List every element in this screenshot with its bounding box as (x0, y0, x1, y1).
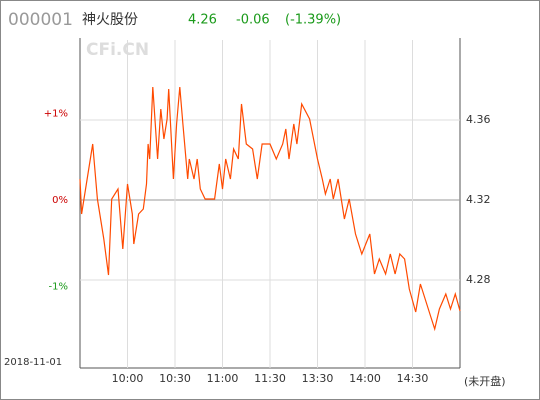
y2-tick-label: -1% (49, 281, 68, 292)
watermark: CFi.CN (86, 40, 149, 60)
x-tick-label: 14:30 (397, 372, 429, 385)
price-line (79, 86, 461, 332)
stock-code: 000001 (8, 10, 73, 30)
x-tick-label: 10:00 (112, 372, 144, 385)
stock-name: 神火股份 (82, 12, 138, 28)
change: -0.06 (236, 13, 270, 28)
change-pct: (-1.39%) (285, 13, 341, 28)
y-tick-label: 4.28 (466, 273, 491, 286)
x-tick-label: 14:00 (349, 372, 381, 385)
x-tick-label: 11:30 (254, 372, 286, 385)
x-tick-label: 13:30 (302, 372, 334, 385)
y2-tick-label: 0% (52, 195, 68, 206)
y2-tick-label: +1% (44, 109, 68, 120)
status: (未开盘) (464, 374, 506, 388)
x-tick-label: 10:30 (159, 372, 191, 385)
date: 2018-11-01 (4, 357, 62, 368)
y-tick-label: 4.32 (466, 193, 491, 206)
y-tick-label: 4.36 (466, 113, 491, 126)
price: 4.26 (188, 13, 217, 28)
x-tick-label: 11:00 (207, 372, 239, 385)
